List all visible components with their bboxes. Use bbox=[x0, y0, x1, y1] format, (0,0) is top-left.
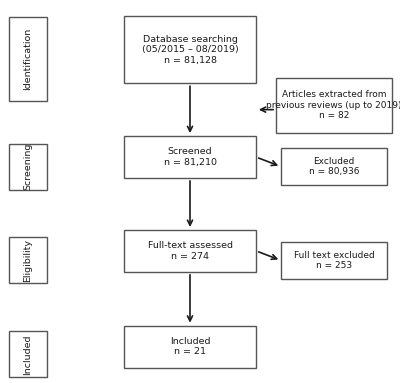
Bar bbox=[124, 326, 256, 368]
Text: Database searching
(05/2015 – 08/2019)
n = 81,128: Database searching (05/2015 – 08/2019) n… bbox=[142, 35, 238, 65]
Text: Included
n = 21: Included n = 21 bbox=[170, 337, 210, 356]
Text: Excluded
n = 80,936: Excluded n = 80,936 bbox=[309, 157, 359, 176]
Text: Full-text assessed
n = 274: Full-text assessed n = 274 bbox=[148, 241, 232, 260]
Text: Eligibility: Eligibility bbox=[24, 239, 32, 282]
Text: Screening: Screening bbox=[24, 143, 32, 190]
Text: Screened
n = 81,210: Screened n = 81,210 bbox=[164, 147, 216, 167]
Bar bbox=[9, 17, 47, 101]
Text: Articles extracted from
previous reviews (up to 2019)
n = 82: Articles extracted from previous reviews… bbox=[266, 90, 400, 120]
Bar bbox=[124, 136, 256, 178]
Text: Identification: Identification bbox=[24, 28, 32, 90]
Bar bbox=[124, 230, 256, 272]
Bar bbox=[124, 16, 256, 83]
Bar bbox=[281, 242, 387, 279]
Bar bbox=[9, 237, 47, 283]
Bar bbox=[9, 144, 47, 190]
Bar bbox=[276, 77, 392, 133]
Bar bbox=[281, 149, 387, 185]
Bar bbox=[9, 331, 47, 377]
Text: Included: Included bbox=[24, 334, 32, 375]
Text: Full text excluded
n = 253: Full text excluded n = 253 bbox=[294, 251, 374, 270]
